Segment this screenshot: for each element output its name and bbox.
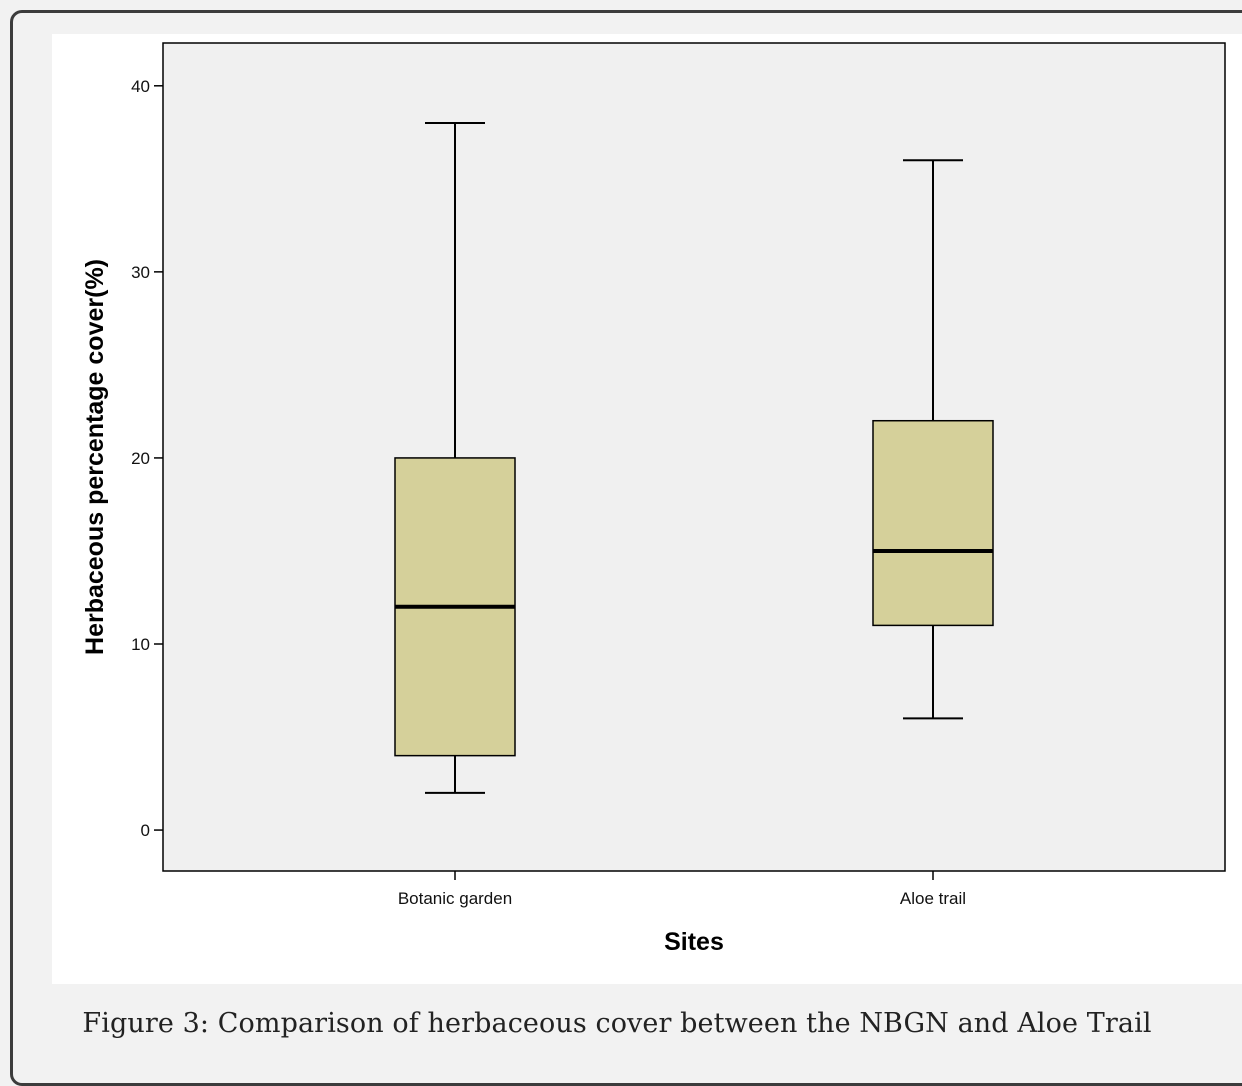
y-axis: 0 10 20 30 40 — [131, 77, 163, 840]
boxplot-chart: 0 10 20 30 40 Botanic garden Aloe trail Herba… — [81, 42, 1226, 956]
box-botanic-garden — [394, 122, 516, 794]
y-tick-label: 40 — [131, 77, 150, 96]
x-axis: Botanic garden Aloe trail — [398, 871, 966, 908]
iqr-box — [872, 419, 994, 627]
x-axis-title: Sites — [664, 928, 724, 956]
y-tick-label: 0 — [141, 821, 150, 840]
figure-caption: Figure 3: Comparison of herbaceous cover… — [82, 1008, 1152, 1039]
x-tick-label: Botanic garden — [398, 889, 512, 908]
box-aloe-trail — [872, 159, 994, 720]
y-tick-label: 10 — [131, 635, 150, 654]
boxes — [394, 122, 994, 794]
y-axis-title: Herbaceous percentage cover(%) — [81, 259, 109, 655]
plot-frame — [162, 42, 1226, 872]
x-tick-label: Aloe trail — [900, 889, 966, 908]
y-tick-label: 30 — [131, 263, 150, 282]
y-tick-label: 20 — [131, 449, 150, 468]
